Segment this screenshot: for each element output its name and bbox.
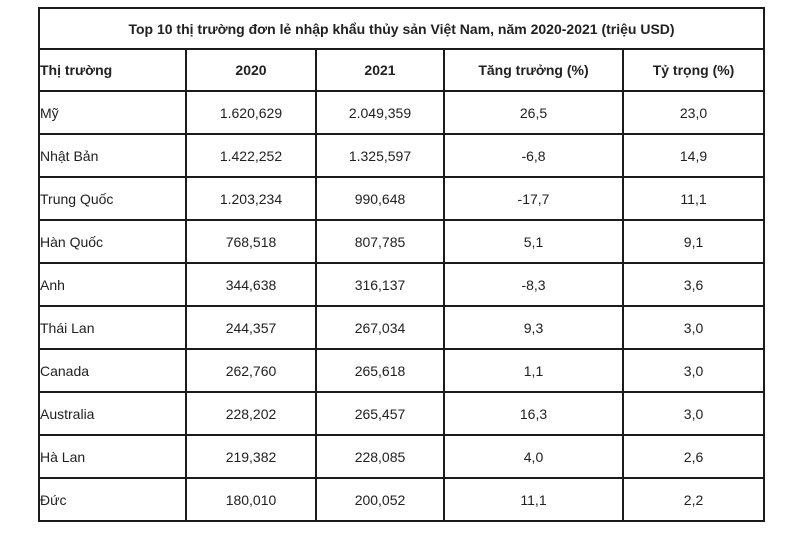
table-row: Hàn Quốc 768,518 807,785 5,1 9,1: [38, 219, 766, 264]
market-name-cell: Canada: [38, 348, 187, 393]
value-cell: 2,6: [621, 434, 766, 479]
market-name-cell: Australia: [38, 391, 187, 436]
value-cell: 26,5: [443, 90, 624, 135]
column-header-share: Tỷ trọng (%): [621, 48, 766, 92]
value-cell: 344,638: [185, 262, 317, 307]
value-cell: 768,518: [185, 219, 317, 264]
market-name-cell: Nhật Bản: [38, 133, 187, 178]
table-header-row: Thị trường 2020 2021 Tăng trưởng (%) Tỷ …: [38, 48, 766, 92]
table-row: Trung Quốc 1.203,234 990,648 -17,7 11,1: [38, 176, 766, 221]
value-cell: 1.620,629: [185, 90, 317, 135]
table-row: Australia 228,202 265,457 16,3 3,0: [38, 391, 766, 436]
table-row: Canada 262,760 265,618 1,1 3,0: [38, 348, 766, 393]
value-cell: 9,3: [443, 305, 624, 350]
table-body: Mỹ 1.620,629 2.049,359 26,5 23,0 Nhật Bản 1.42…: [38, 90, 766, 522]
value-cell: 267,034: [315, 305, 445, 350]
value-cell: 3,0: [621, 348, 766, 393]
column-header-market: Thị trường: [38, 48, 187, 92]
value-cell: 23,0: [621, 90, 766, 135]
value-cell: 200,052: [315, 477, 445, 522]
value-cell: 2.049,359: [315, 90, 445, 135]
value-cell: -6,8: [443, 133, 624, 178]
value-cell: 228,085: [315, 434, 445, 479]
value-cell: 5,1: [443, 219, 624, 264]
table-row: Anh 344,638 316,137 -8,3 3,6: [38, 262, 766, 307]
market-name-cell: Hàn Quốc: [38, 219, 187, 264]
table-title-row: Top 10 thị trường đơn lẻ nhập khẩu thủy …: [37, 7, 766, 50]
value-cell: 180,010: [185, 477, 317, 522]
table-row: Thái Lan 244,357 267,034 9,3 3,0: [38, 305, 766, 350]
value-cell: 16,3: [443, 391, 624, 436]
value-cell: 2,2: [621, 477, 766, 522]
table-title: Top 10 thị trường đơn lẻ nhập khẩu thủy …: [37, 7, 766, 50]
value-cell: 1.203,234: [185, 176, 317, 221]
column-header-growth: Tăng trưởng (%): [443, 48, 624, 92]
value-cell: 265,618: [315, 348, 445, 393]
table-row: Mỹ 1.620,629 2.049,359 26,5 23,0: [38, 90, 766, 135]
value-cell: 244,357: [185, 305, 317, 350]
seafood-import-markets-table: Top 10 thị trường đơn lẻ nhập khẩu thủy …: [37, 7, 766, 522]
value-cell: 1,1: [443, 348, 624, 393]
market-name-cell: Anh: [38, 262, 187, 307]
market-name-cell: Trung Quốc: [38, 176, 187, 221]
value-cell: 265,457: [315, 391, 445, 436]
value-cell: 3,6: [621, 262, 766, 307]
value-cell: 1.422,252: [185, 133, 317, 178]
value-cell: 228,202: [185, 391, 317, 436]
value-cell: 219,382: [185, 434, 317, 479]
value-cell: 1.325,597: [315, 133, 445, 178]
table-row: Hà Lan 219,382 228,085 4,0 2,6: [38, 434, 766, 479]
value-cell: 990,648: [315, 176, 445, 221]
column-header-2021: 2021: [315, 48, 445, 92]
value-cell: 3,0: [621, 305, 766, 350]
value-cell: 14,9: [621, 133, 766, 178]
value-cell: 3,0: [621, 391, 766, 436]
table-row: Đức 180,010 200,052 11,1 2,2: [38, 477, 766, 522]
value-cell: -17,7: [443, 176, 624, 221]
value-cell: 11,1: [443, 477, 624, 522]
value-cell: 316,137: [315, 262, 445, 307]
value-cell: 262,760: [185, 348, 317, 393]
value-cell: -8,3: [443, 262, 624, 307]
value-cell: 11,1: [621, 176, 766, 221]
table-row: Nhật Bản 1.422,252 1.325,597 -6,8 14,9: [38, 133, 766, 178]
market-name-cell: Thái Lan: [38, 305, 187, 350]
market-name-cell: Mỹ: [38, 90, 187, 135]
value-cell: 9,1: [621, 219, 766, 264]
market-name-cell: Hà Lan: [38, 434, 187, 479]
market-name-cell: Đức: [38, 477, 187, 522]
value-cell: 807,785: [315, 219, 445, 264]
column-header-2020: 2020: [185, 48, 317, 92]
value-cell: 4,0: [443, 434, 624, 479]
